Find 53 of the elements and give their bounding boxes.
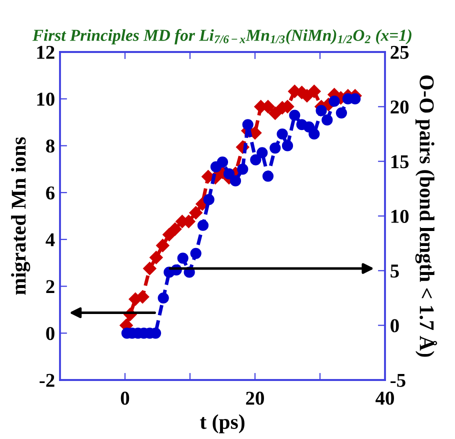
- x-tick-label: 40: [376, 392, 394, 405]
- y-tick-label: 4: [46, 233, 55, 246]
- y-tick-label: 12: [37, 46, 54, 59]
- y2-tick-label: 20: [390, 100, 409, 114]
- y-tick-label: 6: [46, 186, 55, 200]
- point: [308, 128, 320, 140]
- point: [197, 220, 209, 231]
- x-axis-title: t (ps): [200, 414, 244, 434]
- point: [316, 105, 327, 116]
- point: [150, 250, 163, 264]
- point: [216, 156, 228, 168]
- point: [136, 290, 150, 304]
- point: [336, 107, 348, 118]
- point: [322, 114, 333, 126]
- point: [143, 262, 156, 276]
- point: [230, 175, 242, 186]
- point: [328, 96, 340, 107]
- y2-tick-label: 25: [390, 46, 409, 59]
- point: [177, 252, 188, 264]
- y2-tick-label: 5: [390, 264, 399, 278]
- point: [303, 121, 315, 133]
- point: [189, 206, 202, 220]
- x-tick-label: 0: [120, 392, 130, 405]
- chart-title: First Principles MD for Li$_{7/6−x}$Mn$_{1/3}$(NiMn)$_{1/2}$O$_{2}$ (x=1): [32, 29, 412, 44]
- point: [282, 140, 294, 152]
- point: [168, 222, 182, 236]
- y2-tick-label: -5: [390, 374, 406, 387]
- y2-tick-label: 15: [391, 155, 409, 168]
- point: [270, 142, 281, 154]
- y2-axis-title: O-O pairs (bond length < 1.7 Å): [415, 75, 438, 357]
- point: [242, 119, 254, 130]
- y-tick-label: 2: [46, 280, 54, 294]
- point: [268, 106, 282, 120]
- point: [237, 164, 248, 175]
- y2-tick-label: 10: [391, 210, 409, 223]
- point: [276, 128, 288, 140]
- point: [289, 110, 300, 121]
- y-tick-label: 10: [37, 92, 54, 106]
- point: [158, 292, 169, 304]
- point: [308, 84, 321, 98]
- y2-tick-label: 0: [390, 319, 399, 332]
- point: [262, 170, 274, 182]
- point: [256, 147, 268, 158]
- y-tick-label: 0: [46, 326, 54, 340]
- point: [250, 154, 262, 166]
- point: [203, 194, 214, 206]
- y-tick-label: 8: [46, 140, 54, 153]
- point: [190, 248, 202, 260]
- point: [156, 238, 170, 252]
- y-tick-label: -2: [40, 374, 54, 387]
- point: [223, 168, 235, 180]
- y-axis-title: migrated Mn ions: [11, 137, 30, 295]
- x-tick-label: 20: [246, 392, 264, 405]
